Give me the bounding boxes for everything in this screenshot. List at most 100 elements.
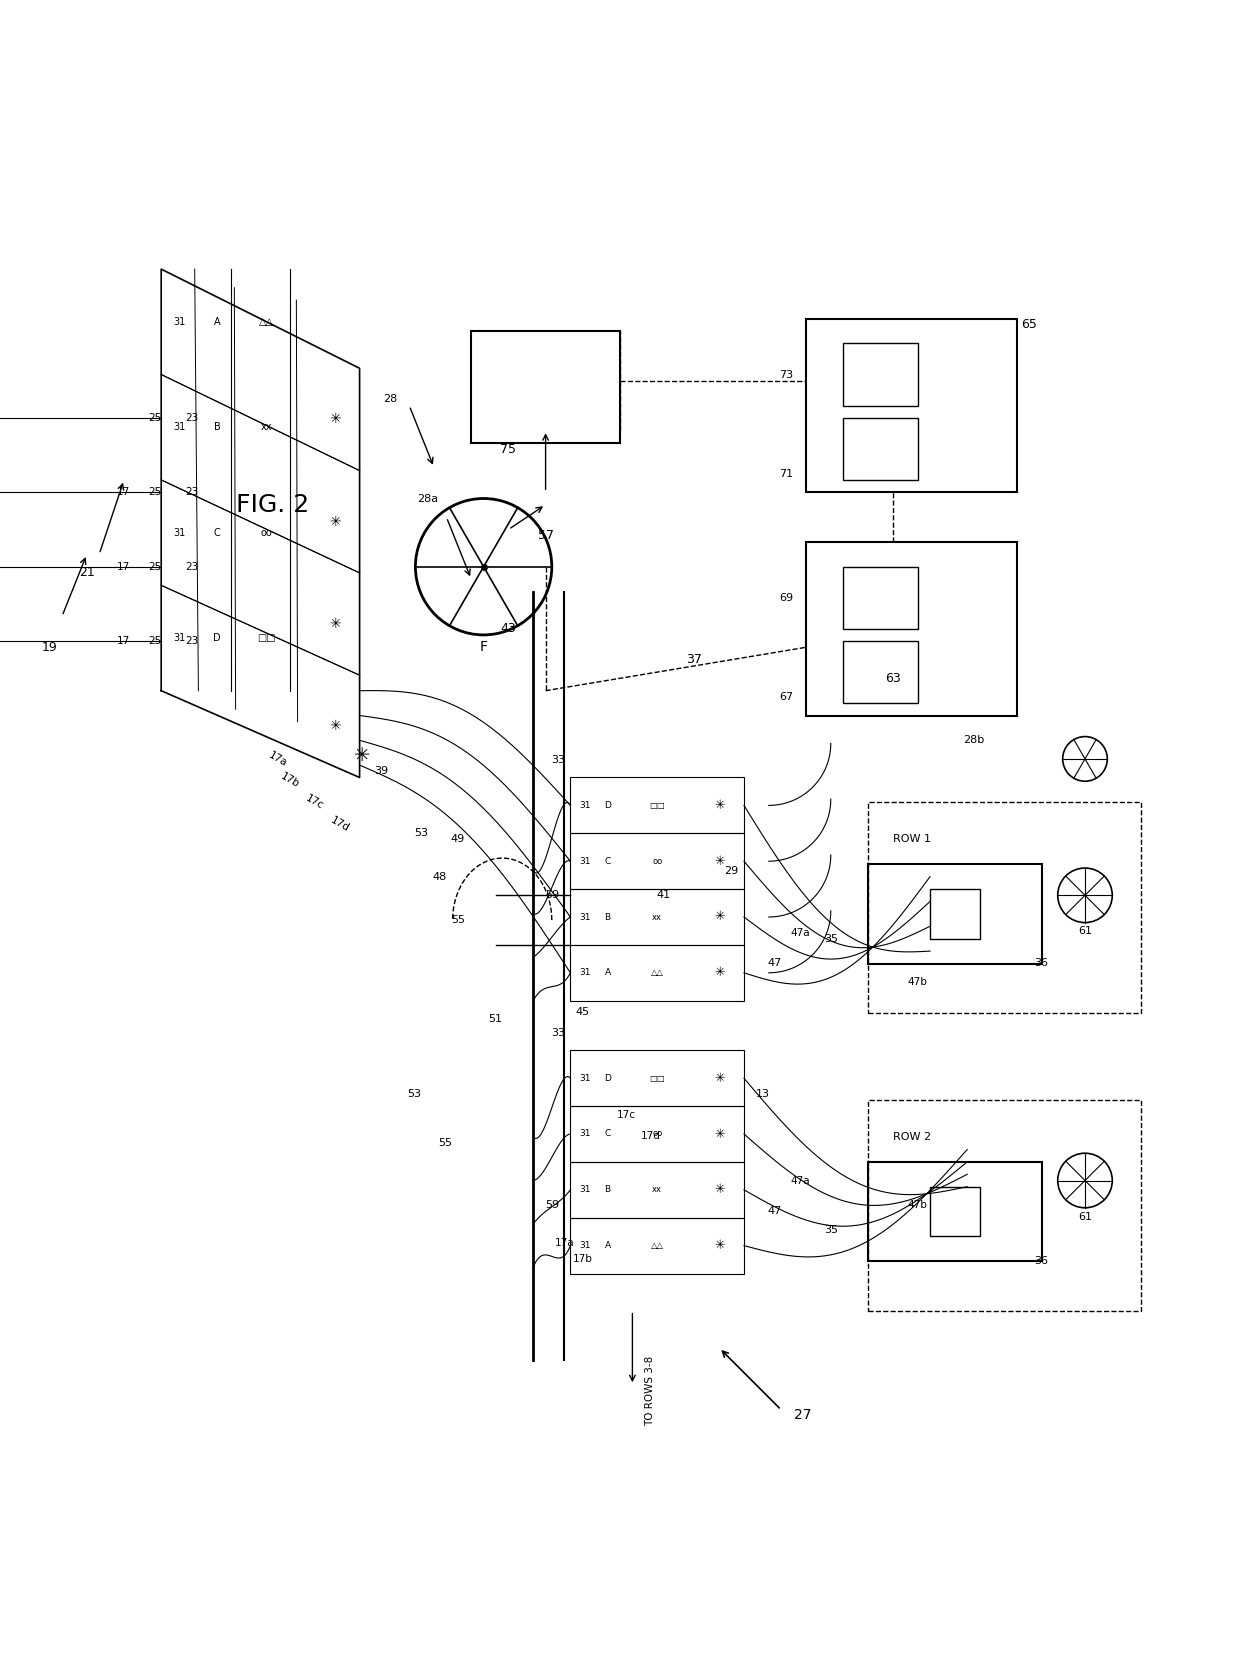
Text: 31: 31 <box>579 969 590 977</box>
Text: 31: 31 <box>579 1241 590 1251</box>
Text: ROW 2: ROW 2 <box>893 1132 931 1142</box>
Text: 53: 53 <box>408 1088 422 1098</box>
Text: 47a: 47a <box>790 1175 810 1185</box>
Text: C: C <box>213 527 221 537</box>
Bar <box>843 641 918 704</box>
Text: △△: △△ <box>651 969 663 977</box>
Text: ✳: ✳ <box>329 515 341 529</box>
Text: ✳: ✳ <box>329 413 341 426</box>
Text: 45: 45 <box>575 1007 590 1017</box>
Text: 19: 19 <box>42 641 57 653</box>
Text: 71: 71 <box>780 468 794 479</box>
Text: 31: 31 <box>174 633 186 643</box>
Text: 27: 27 <box>794 1409 811 1422</box>
Polygon shape <box>161 269 360 777</box>
Bar <box>930 1187 980 1236</box>
Bar <box>570 833 744 890</box>
Text: 61: 61 <box>1078 927 1092 937</box>
Text: 31: 31 <box>174 421 186 432</box>
Text: △△: △△ <box>651 1241 663 1251</box>
Text: 41: 41 <box>656 890 671 900</box>
Bar <box>570 1051 744 1106</box>
Text: 43: 43 <box>501 623 516 635</box>
Text: 39: 39 <box>374 766 388 776</box>
Bar <box>868 1100 1141 1311</box>
Text: 25: 25 <box>148 413 161 423</box>
Bar <box>930 890 980 939</box>
Text: A: A <box>213 317 221 327</box>
Text: 17: 17 <box>117 636 130 646</box>
Text: 36: 36 <box>1034 1256 1049 1266</box>
Text: C: C <box>604 856 611 866</box>
Bar <box>843 344 918 406</box>
Text: ✳: ✳ <box>714 799 724 813</box>
Text: 33: 33 <box>551 756 565 766</box>
Text: 31: 31 <box>579 856 590 866</box>
Text: 31: 31 <box>579 912 590 922</box>
Text: 31: 31 <box>174 527 186 537</box>
Text: 31: 31 <box>579 1073 590 1083</box>
Text: 17: 17 <box>117 487 130 497</box>
Text: 28: 28 <box>383 395 398 405</box>
Text: D: D <box>604 801 611 809</box>
Text: 23: 23 <box>186 487 198 497</box>
Text: 17d: 17d <box>329 816 351 834</box>
Text: B: B <box>213 421 221 432</box>
Text: 33: 33 <box>551 1028 565 1038</box>
Text: 28a: 28a <box>417 494 439 504</box>
Bar <box>570 890 744 945</box>
Bar <box>806 319 1017 492</box>
Text: oo: oo <box>260 527 273 537</box>
Text: FIG. 2: FIG. 2 <box>236 492 310 517</box>
Text: 23: 23 <box>186 636 198 646</box>
Text: 21: 21 <box>79 566 94 579</box>
Bar <box>570 945 744 1001</box>
Text: 17a: 17a <box>554 1237 574 1247</box>
Text: ✳: ✳ <box>329 719 341 734</box>
Text: B: B <box>605 1185 610 1194</box>
Text: D: D <box>213 633 221 643</box>
Text: 69: 69 <box>780 593 794 603</box>
Text: 17a: 17a <box>267 749 289 767</box>
Text: ✳: ✳ <box>714 1184 724 1197</box>
Text: 31: 31 <box>579 1185 590 1194</box>
Text: A: A <box>605 1241 610 1251</box>
Text: xx: xx <box>652 1185 662 1194</box>
Text: 75: 75 <box>501 443 516 455</box>
Text: 31: 31 <box>579 1130 590 1138</box>
Text: 17b: 17b <box>573 1254 593 1264</box>
Text: 53: 53 <box>414 828 428 838</box>
Text: F: F <box>480 640 487 655</box>
Bar <box>570 1106 744 1162</box>
Text: ✳: ✳ <box>714 967 724 979</box>
Text: 73: 73 <box>780 369 794 379</box>
Text: 25: 25 <box>148 487 161 497</box>
Text: 47b: 47b <box>908 977 928 987</box>
Text: ✳: ✳ <box>714 1071 724 1085</box>
Bar <box>868 865 1042 964</box>
Text: 48: 48 <box>433 871 446 881</box>
Text: 55: 55 <box>451 915 465 925</box>
Text: △△: △△ <box>259 317 274 327</box>
Text: oo: oo <box>652 856 662 866</box>
Text: 49: 49 <box>451 834 465 845</box>
Bar <box>471 331 620 443</box>
Text: 35: 35 <box>823 934 838 944</box>
Text: 47: 47 <box>768 959 782 969</box>
Text: ✳: ✳ <box>329 618 341 631</box>
Text: 17d: 17d <box>641 1132 661 1140</box>
Text: ✳: ✳ <box>714 910 724 923</box>
Text: 13: 13 <box>755 1088 770 1098</box>
Text: ROW 1: ROW 1 <box>893 834 931 845</box>
Text: B: B <box>605 912 610 922</box>
Text: 17c: 17c <box>616 1110 636 1120</box>
Text: 65: 65 <box>1022 317 1037 331</box>
Text: ✳: ✳ <box>353 745 371 764</box>
Text: A: A <box>605 969 610 977</box>
Text: 35: 35 <box>823 1226 838 1236</box>
Text: xx: xx <box>652 912 662 922</box>
Text: 59: 59 <box>544 1200 559 1211</box>
Text: oo: oo <box>652 1130 662 1138</box>
Text: 51: 51 <box>489 1014 502 1024</box>
Text: 59: 59 <box>544 890 559 900</box>
